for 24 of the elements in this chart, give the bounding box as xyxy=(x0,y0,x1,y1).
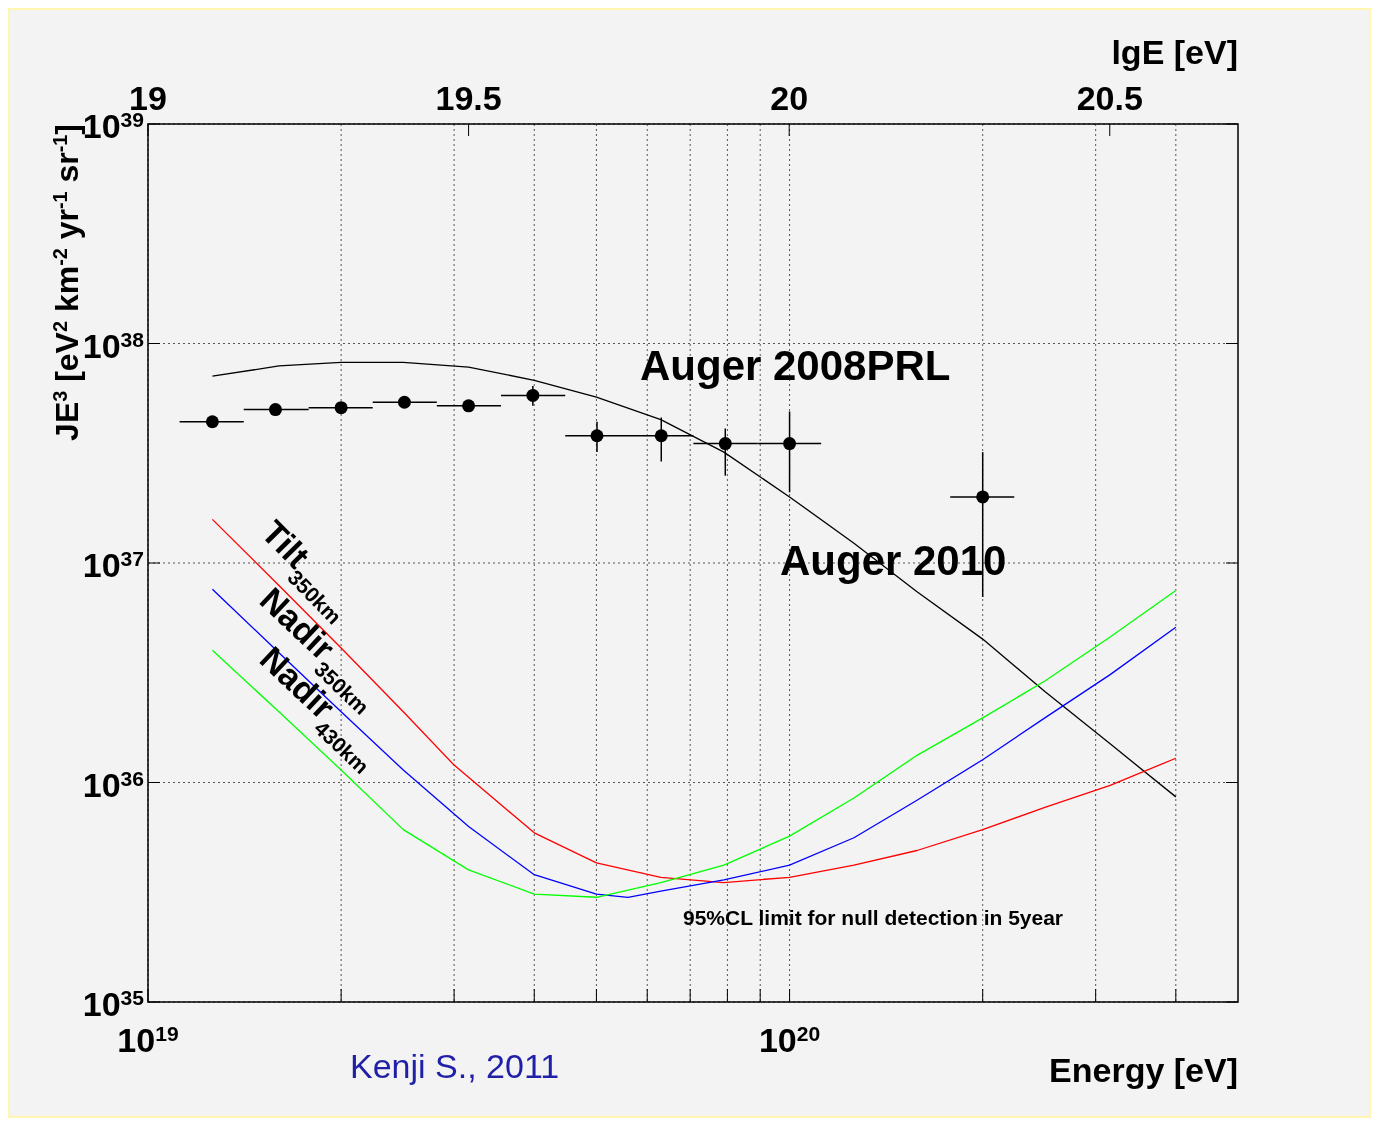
annotation: 95%CL limit for null detection in 5year xyxy=(683,906,1064,929)
y-tick-label: 10$^{35}$ xyxy=(82,985,145,1023)
x-tick-label: 10$^{19}$ xyxy=(117,1021,179,1059)
point xyxy=(783,437,797,451)
point xyxy=(526,388,540,402)
annotation: Auger 2008PRL xyxy=(640,342,951,389)
y-tick-label: 10$^{37}$ xyxy=(82,546,144,584)
point xyxy=(654,429,668,443)
y-tick-label: 10$^{36}$ xyxy=(82,765,144,804)
point xyxy=(590,429,604,443)
x-tick-label: 10$^{20}$ xyxy=(758,1021,821,1059)
point xyxy=(462,399,476,413)
point xyxy=(718,437,732,451)
text: Kenji S., 2011 xyxy=(350,1047,560,1085)
y-tick-label: 10$^{38}$ xyxy=(82,326,145,365)
x2-tick-label: 20 xyxy=(770,79,809,117)
x2-tick-label: 19.5 xyxy=(435,79,502,117)
point xyxy=(334,401,348,415)
x2-tick-label: 20.5 xyxy=(1076,79,1143,117)
x2-axis-title: lgE [eV] xyxy=(1111,33,1238,71)
point xyxy=(397,395,411,409)
point xyxy=(268,403,282,417)
x-axis-title: Energy [eV] xyxy=(1049,1051,1238,1089)
point xyxy=(205,415,219,429)
